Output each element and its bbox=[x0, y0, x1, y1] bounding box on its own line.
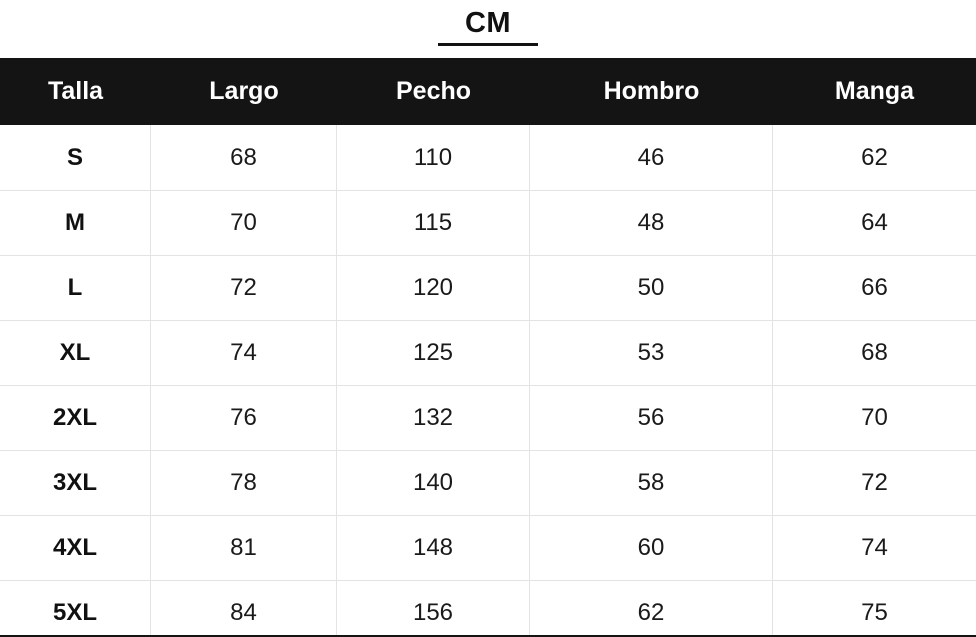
table-row-m: M 70 115 48 64 bbox=[0, 190, 976, 255]
largo-value-cell: 74 bbox=[151, 321, 337, 385]
manga-value-cell: 75 bbox=[861, 599, 888, 626]
hombro-value-cell: 46 bbox=[530, 125, 773, 190]
manga-value-cell: 72 bbox=[861, 469, 888, 496]
column-header-pecho: Pecho bbox=[395, 77, 472, 105]
hombro-value-cell: 60 bbox=[530, 516, 773, 580]
size-chart-table: Talla Largo Pecho Hombro Manga S 68 110 … bbox=[0, 58, 976, 637]
largo-value-cell: 68 bbox=[151, 125, 337, 190]
manga-value-cell: 62 bbox=[861, 143, 888, 171]
hombro-value-cell: 48 bbox=[530, 191, 773, 255]
table-row-3xl: 3XL 78 140 58 72 bbox=[0, 450, 976, 515]
pecho-value-cell: 120 bbox=[337, 256, 530, 320]
hombro-value-cell: 53 bbox=[530, 321, 773, 385]
table-row-l: L 72 120 50 66 bbox=[0, 255, 976, 320]
largo-value-cell: 72 bbox=[151, 256, 337, 320]
table-row-2xl: 2XL 76 132 56 70 bbox=[0, 385, 976, 450]
size-label-cell: 3XL bbox=[0, 451, 151, 515]
largo-value-cell: 78 bbox=[151, 451, 337, 515]
hombro-value-cell: 50 bbox=[530, 256, 773, 320]
table-row-5xl: 5XL 84 156 62 75 bbox=[0, 580, 976, 637]
pecho-value-cell: 156 bbox=[337, 581, 530, 637]
pecho-value-cell: 110 bbox=[337, 125, 530, 190]
table-row-s: S 68 110 46 62 bbox=[0, 125, 976, 190]
next-section-top-edge bbox=[0, 635, 976, 637]
size-label-cell: XL bbox=[0, 321, 151, 385]
manga-value-cell: 66 bbox=[861, 274, 888, 301]
pecho-value-cell: 125 bbox=[337, 321, 530, 385]
pecho-value-cell: 115 bbox=[337, 191, 530, 255]
size-label-cell: L bbox=[0, 256, 151, 320]
unit-title: CM bbox=[0, 0, 976, 58]
largo-value-cell: 70 bbox=[151, 191, 337, 255]
size-label-cell: S bbox=[0, 125, 151, 190]
table-header-row: Talla Largo Pecho Hombro Manga bbox=[0, 58, 976, 125]
pecho-value-cell: 140 bbox=[337, 451, 530, 515]
size-label-cell: 4XL bbox=[0, 516, 151, 580]
unit-label: CM bbox=[464, 7, 512, 39]
largo-value-cell: 84 bbox=[151, 581, 337, 637]
manga-value-cell: 68 bbox=[861, 339, 888, 366]
size-label-cell: 2XL bbox=[0, 386, 151, 450]
manga-value-cell: 70 bbox=[861, 404, 888, 431]
hombro-value-cell: 58 bbox=[530, 451, 773, 515]
pecho-value-cell: 132 bbox=[337, 386, 530, 450]
size-label-cell: M bbox=[0, 191, 151, 255]
column-header-hombro: Hombro bbox=[603, 77, 700, 105]
manga-value-cell: 74 bbox=[861, 534, 888, 561]
largo-value-cell: 76 bbox=[151, 386, 337, 450]
table-row-xl: XL 74 125 53 68 bbox=[0, 320, 976, 385]
hombro-value-cell: 56 bbox=[530, 386, 773, 450]
size-label-cell: 5XL bbox=[0, 581, 151, 637]
hombro-value-cell: 62 bbox=[530, 581, 773, 637]
title-underline bbox=[438, 43, 538, 46]
manga-value-cell: 64 bbox=[861, 209, 888, 236]
table-row-4xl: 4XL 81 148 60 74 bbox=[0, 515, 976, 580]
largo-value-cell: 81 bbox=[151, 516, 337, 580]
column-header-manga: Manga bbox=[834, 77, 915, 105]
column-header-largo: Largo bbox=[209, 77, 279, 105]
column-header-talla: Talla bbox=[47, 77, 104, 105]
pecho-value-cell: 148 bbox=[337, 516, 530, 580]
